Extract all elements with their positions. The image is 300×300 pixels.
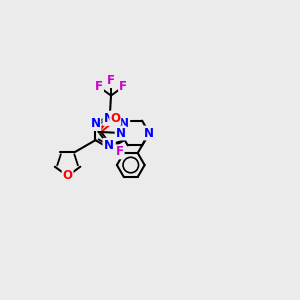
Text: N: N [119,117,129,130]
Text: N: N [103,112,113,125]
Text: F: F [119,80,127,93]
Text: N: N [91,117,100,130]
Text: N: N [103,139,113,152]
Text: F: F [107,74,115,87]
Text: O: O [110,112,120,124]
Text: F: F [95,80,103,93]
Text: N: N [105,142,115,155]
Text: N: N [116,127,126,140]
Text: F: F [116,146,124,158]
Text: O: O [63,169,73,182]
Text: N: N [144,127,154,140]
